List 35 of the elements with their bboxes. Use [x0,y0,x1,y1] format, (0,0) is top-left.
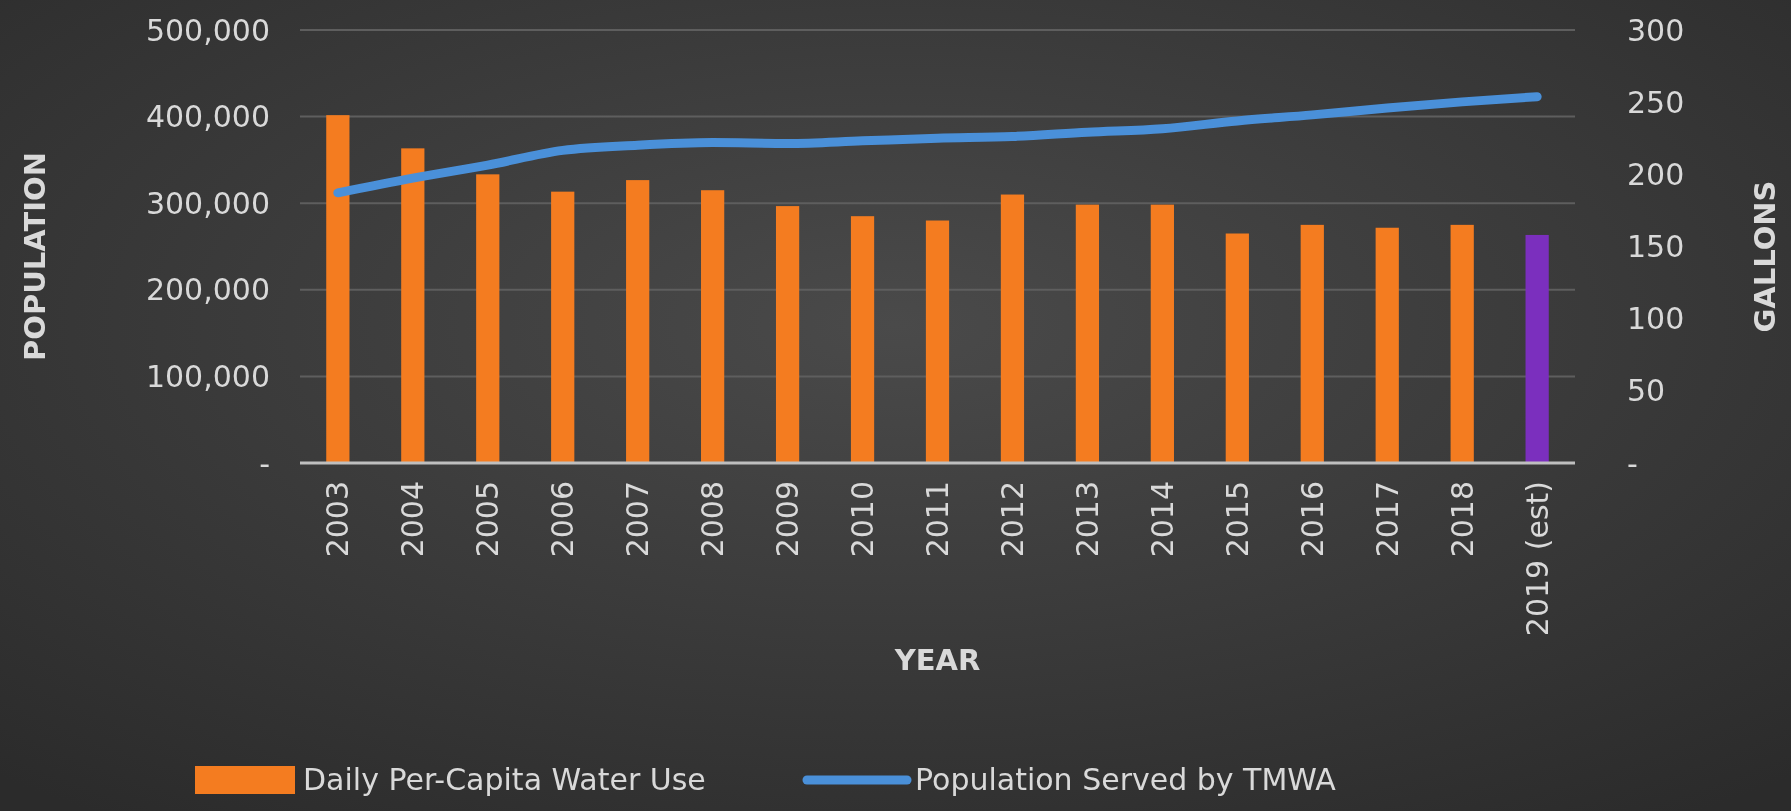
x-tick-label: 2013 [1069,481,1105,558]
x-tick-label: 2015 [1219,481,1255,558]
y2-tick-label: - [1627,445,1638,481]
y2-axis-title: GALLONS [1748,180,1783,333]
y2-tick-label: 100 [1627,301,1685,337]
y-tick-label: 500,000 [145,12,270,48]
y-tick-label: 200,000 [145,272,270,308]
x-tick-label: 2008 [695,481,731,558]
x-tick-label: 2004 [395,481,431,558]
x-tick-label: 2018 [1444,481,1480,558]
x-tick-label: 2019 (est) [1519,481,1555,637]
y-tick-label: 100,000 [145,358,270,394]
x-tick-label: 2009 [770,481,806,558]
y2-tick-label: 50 [1627,373,1666,409]
x-tick-label: 2007 [620,481,656,558]
y-axis-title: POPULATION [18,152,53,361]
x-tick-label: 2006 [545,481,581,558]
legend-label: Population Served by TMWA [915,762,1337,797]
x-tick-label: 2011 [920,481,955,558]
x-tick-label: 2010 [845,481,881,558]
x-tick-label: 2003 [320,481,356,558]
y-tick-label: 400,000 [145,99,270,135]
x-tick-label: 2014 [1144,481,1180,558]
y-tick-label: 300,000 [145,185,270,221]
x-tick-label: 2017 [1369,481,1405,558]
x-tick-label: 2005 [470,481,506,558]
x-tick-label: 2012 [994,481,1030,558]
y2-tick-label: 150 [1627,229,1685,264]
y2-tick-label: 200 [1627,156,1685,192]
y2-tick-label: 250 [1627,84,1685,120]
y-tick-label: - [259,445,270,481]
legend-label: Daily Per-Capita Water Use [303,762,706,797]
y2-tick-label: 300 [1627,12,1685,48]
x-axis-title: YEAR [893,643,981,677]
x-tick-label: 2016 [1294,481,1330,558]
